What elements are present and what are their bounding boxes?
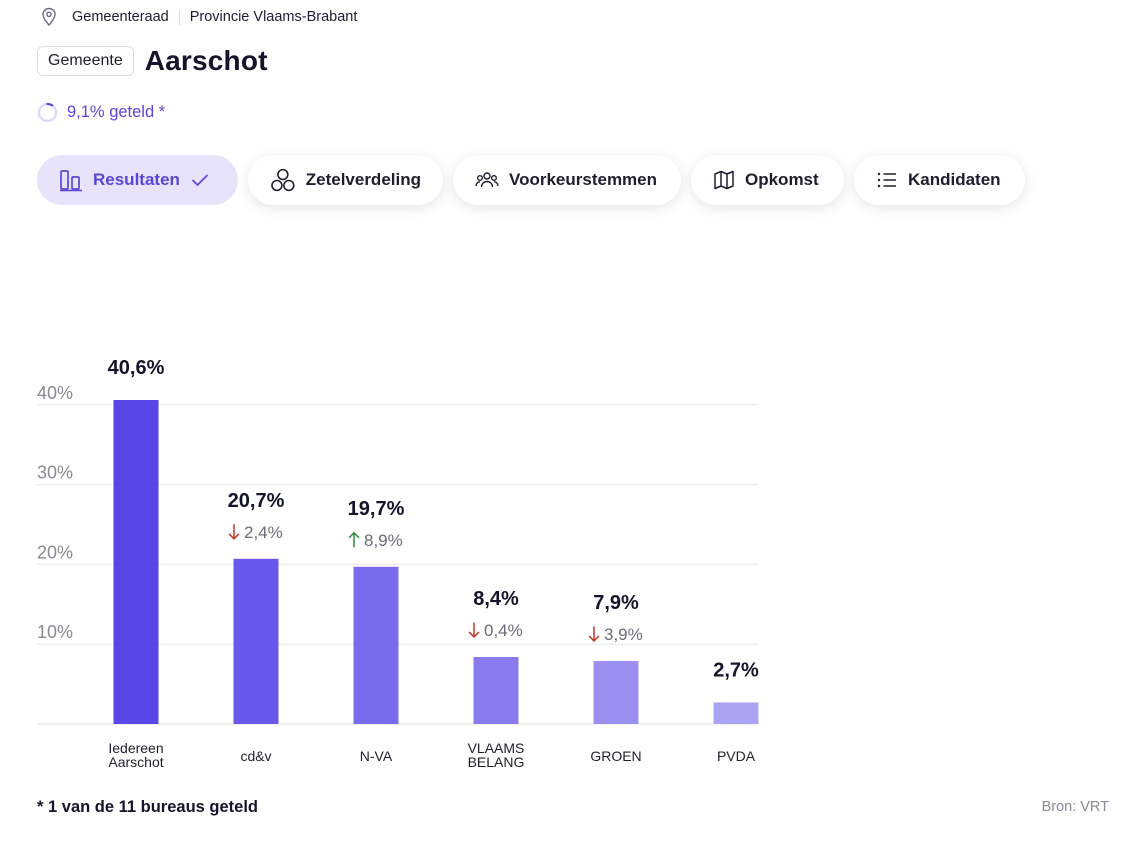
count-progress: 9,1% geteld * (37, 102, 165, 123)
bar-change-label: 2,4% (244, 523, 283, 542)
breadcrumb-separator (178, 9, 180, 25)
tab-kandidaten-label: Kandidaten (908, 170, 1001, 189)
y-tick-label: 40% (37, 383, 73, 403)
breadcrumb: Gemeenteraad Provincie Vlaams-Brabant (40, 6, 357, 28)
type-chip: Gemeente (37, 46, 134, 76)
bar-value-label: 19,7% (348, 498, 405, 520)
progress-text: 9,1% geteld * (67, 103, 166, 121)
bar-value-label: 7,9% (593, 592, 639, 614)
arrow-down-icon (228, 524, 240, 540)
footnote: * 1 van de 11 bureaus geteld (37, 798, 259, 816)
tab-opkomst[interactable]: Opkomst (691, 155, 844, 205)
x-tick-label: Iedereen (108, 740, 163, 756)
bar (713, 702, 759, 724)
check-icon (192, 174, 208, 186)
bar (353, 566, 399, 724)
bar-value-label: 40,6% (108, 357, 165, 379)
tab-voorkeurstemmen-label: Voorkeurstemmen (509, 170, 658, 189)
x-tick-label: cd&v (240, 748, 271, 764)
breadcrumb-item-provincie[interactable]: Provincie Vlaams-Brabant (189, 9, 358, 25)
tab-resultaten[interactable]: Resultaten (37, 155, 238, 205)
bar-value-label: 2,7% (713, 659, 759, 681)
bar (593, 660, 639, 724)
tab-resultaten-label: Resultaten (93, 170, 180, 189)
arrow-down-icon (588, 626, 600, 643)
progress-ring-icon (37, 102, 58, 123)
x-tick-label: N-VA (360, 748, 393, 764)
y-tick-label: 20% (37, 542, 73, 562)
arrow-up-icon (348, 531, 360, 548)
tab-kandidaten[interactable]: Kandidaten (854, 155, 1025, 205)
bar-value-label: 8,4% (473, 588, 519, 610)
x-tick-label: GROEN (590, 748, 641, 764)
title-row: Gemeente Aarschot (37, 45, 268, 77)
x-tick-label: BELANG (468, 754, 525, 770)
y-tick-label: 30% (37, 463, 73, 483)
x-tick-label: VLAAMS (468, 740, 525, 756)
tab-bar: Resultaten Zetelverdeling Voorkeurstemme… (37, 155, 1035, 205)
y-tick-label: 10% (37, 622, 73, 642)
seats-icon (271, 168, 295, 192)
bar (113, 400, 159, 724)
x-tick-label: Aarschot (108, 754, 163, 770)
page-title: Aarschot (144, 45, 268, 76)
x-tick-label: PVDA (717, 748, 756, 764)
bar-change-label: 3,9% (604, 625, 643, 644)
bar-value-label: 20,7% (228, 490, 285, 512)
tab-zetelverdeling[interactable]: Zetelverdeling (248, 155, 443, 205)
tab-zetelverdeling-label: Zetelverdeling (305, 170, 421, 189)
people-icon (475, 172, 499, 188)
list-icon (877, 172, 896, 188)
source-label: Bron: VRT (1041, 799, 1109, 815)
tab-opkomst-label: Opkomst (745, 170, 819, 189)
map-icon (714, 170, 734, 190)
bar (233, 558, 279, 724)
bar-change-label: 0,4% (484, 621, 523, 640)
breadcrumb-item-gemeenteraad[interactable]: Gemeenteraad (72, 9, 169, 25)
bar-change-label: 8,9% (364, 531, 403, 550)
location-pin-icon (40, 7, 58, 27)
arrow-down-icon (468, 622, 480, 639)
bar-chart-icon (60, 170, 82, 192)
bar (473, 656, 519, 724)
tab-voorkeurstemmen[interactable]: Voorkeurstemmen (453, 155, 681, 205)
